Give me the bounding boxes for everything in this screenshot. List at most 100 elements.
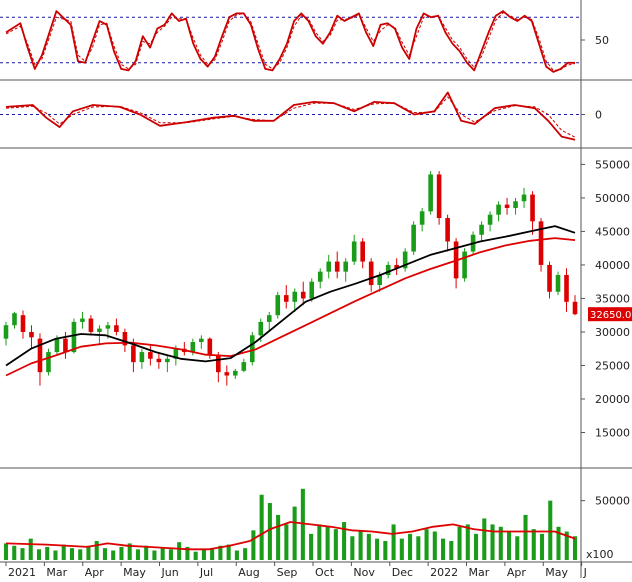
price-candle-body — [351, 241, 357, 262]
volume-bar — [523, 514, 528, 560]
price-candle-body — [207, 338, 213, 356]
price-moving-average-black — [5, 225, 576, 367]
volume-bar — [284, 524, 289, 560]
volume-bar — [234, 550, 239, 560]
price-candle-body — [173, 348, 179, 359]
volume-bar — [556, 526, 561, 560]
volume-bar — [53, 550, 58, 560]
macd-tick-label: 0 — [595, 109, 602, 122]
volume-bar — [226, 544, 231, 560]
volume-bar — [185, 546, 190, 560]
volume-bar — [45, 546, 50, 560]
x-axis-label: Mar — [46, 566, 67, 578]
price-candle-body — [538, 221, 544, 265]
price-candle-body — [394, 264, 399, 269]
price-candle-body — [249, 335, 255, 363]
price-candle-body — [165, 358, 170, 363]
price-candle-body — [326, 261, 332, 272]
volume-bar — [201, 549, 206, 560]
price-candle-body — [199, 338, 204, 343]
price-candle-body — [521, 194, 527, 202]
price-candle-body — [241, 362, 247, 371]
price-candle-body — [63, 338, 68, 353]
x-axis-label: Jun — [161, 566, 179, 578]
volume-bar — [358, 530, 363, 560]
price-candle-body — [292, 291, 298, 302]
price-tick-label: 15000 — [595, 426, 630, 439]
price-tick-label: 50000 — [595, 192, 630, 205]
volume-bar — [168, 549, 173, 560]
price-candle-body — [97, 328, 102, 332]
volume-bar — [152, 550, 157, 560]
volume-bar — [144, 545, 149, 560]
price-candle-body — [504, 204, 510, 208]
price-candle-body — [71, 321, 77, 353]
volume-bar — [135, 549, 140, 560]
volume-bar — [210, 548, 215, 560]
price-candle-body — [368, 261, 374, 286]
volume-bar — [102, 548, 107, 560]
volume-bar — [391, 524, 396, 560]
price-candle-body — [343, 261, 349, 272]
x-axis-label: Nov — [353, 566, 375, 578]
volume-bar — [498, 526, 503, 560]
price-candle-body — [547, 264, 552, 292]
price-candle-body — [419, 211, 425, 225]
volume-bar — [548, 500, 553, 560]
price-tick-label: 20000 — [595, 393, 630, 406]
volume-bar — [292, 506, 297, 560]
volume-bar — [193, 551, 198, 560]
volume-bar — [333, 529, 338, 560]
price-candle-body — [428, 174, 433, 212]
macd-series-line — [5, 91, 576, 141]
volume-bar — [317, 524, 322, 560]
price-candle-body — [224, 372, 230, 376]
x-axis-label: 2021 — [8, 566, 36, 578]
price-candle-body — [479, 224, 484, 235]
price-candle-body — [139, 352, 145, 363]
x-axis-label: Jul — [199, 566, 213, 578]
volume-bar — [243, 548, 248, 560]
stochastic-tick-label: 50 — [595, 34, 609, 47]
volume-unit-label: x100 — [586, 548, 614, 561]
volume-bar — [564, 531, 569, 560]
price-candle-body — [3, 325, 9, 339]
price-candle-body — [572, 301, 578, 315]
volume-bar — [490, 524, 495, 560]
volume-bar — [111, 550, 116, 560]
volume-bar — [408, 533, 413, 560]
x-axis-label: Mar — [469, 566, 490, 578]
price-candle-body — [122, 331, 128, 346]
volume-bar — [160, 548, 165, 560]
volume-tick-label: 50000 — [595, 495, 630, 508]
price-tick-label: 30000 — [595, 326, 630, 339]
price-candle-body — [266, 315, 272, 322]
price-candle-body — [216, 355, 221, 373]
volume-bar — [350, 536, 355, 560]
volume-bar — [366, 533, 371, 560]
price-candle-body — [496, 204, 501, 215]
price-candle-body — [88, 318, 94, 332]
volume-bar — [20, 548, 25, 560]
price-tick-label: 40000 — [595, 259, 630, 272]
x-axis-label: May — [123, 566, 146, 578]
price-candle-body — [411, 224, 416, 252]
volume-bar — [424, 529, 429, 560]
price-candle-body — [114, 325, 119, 332]
price-candle-body — [275, 295, 281, 316]
price-candle-body — [360, 241, 365, 262]
price-candle-body — [513, 201, 518, 208]
volume-bar — [383, 541, 388, 560]
volume-bar — [218, 545, 223, 560]
volume-bar — [572, 536, 578, 560]
x-axis-label: Sep — [277, 566, 298, 578]
x-axis-label: J — [583, 566, 587, 578]
price-tick-label: 45000 — [595, 225, 630, 238]
volume-bar — [506, 531, 512, 560]
volume-bar — [119, 546, 124, 560]
price-candle-body — [190, 342, 196, 353]
price-candle-body — [555, 274, 561, 292]
price-tick-label: 55000 — [595, 158, 630, 171]
volume-bar — [474, 533, 479, 560]
